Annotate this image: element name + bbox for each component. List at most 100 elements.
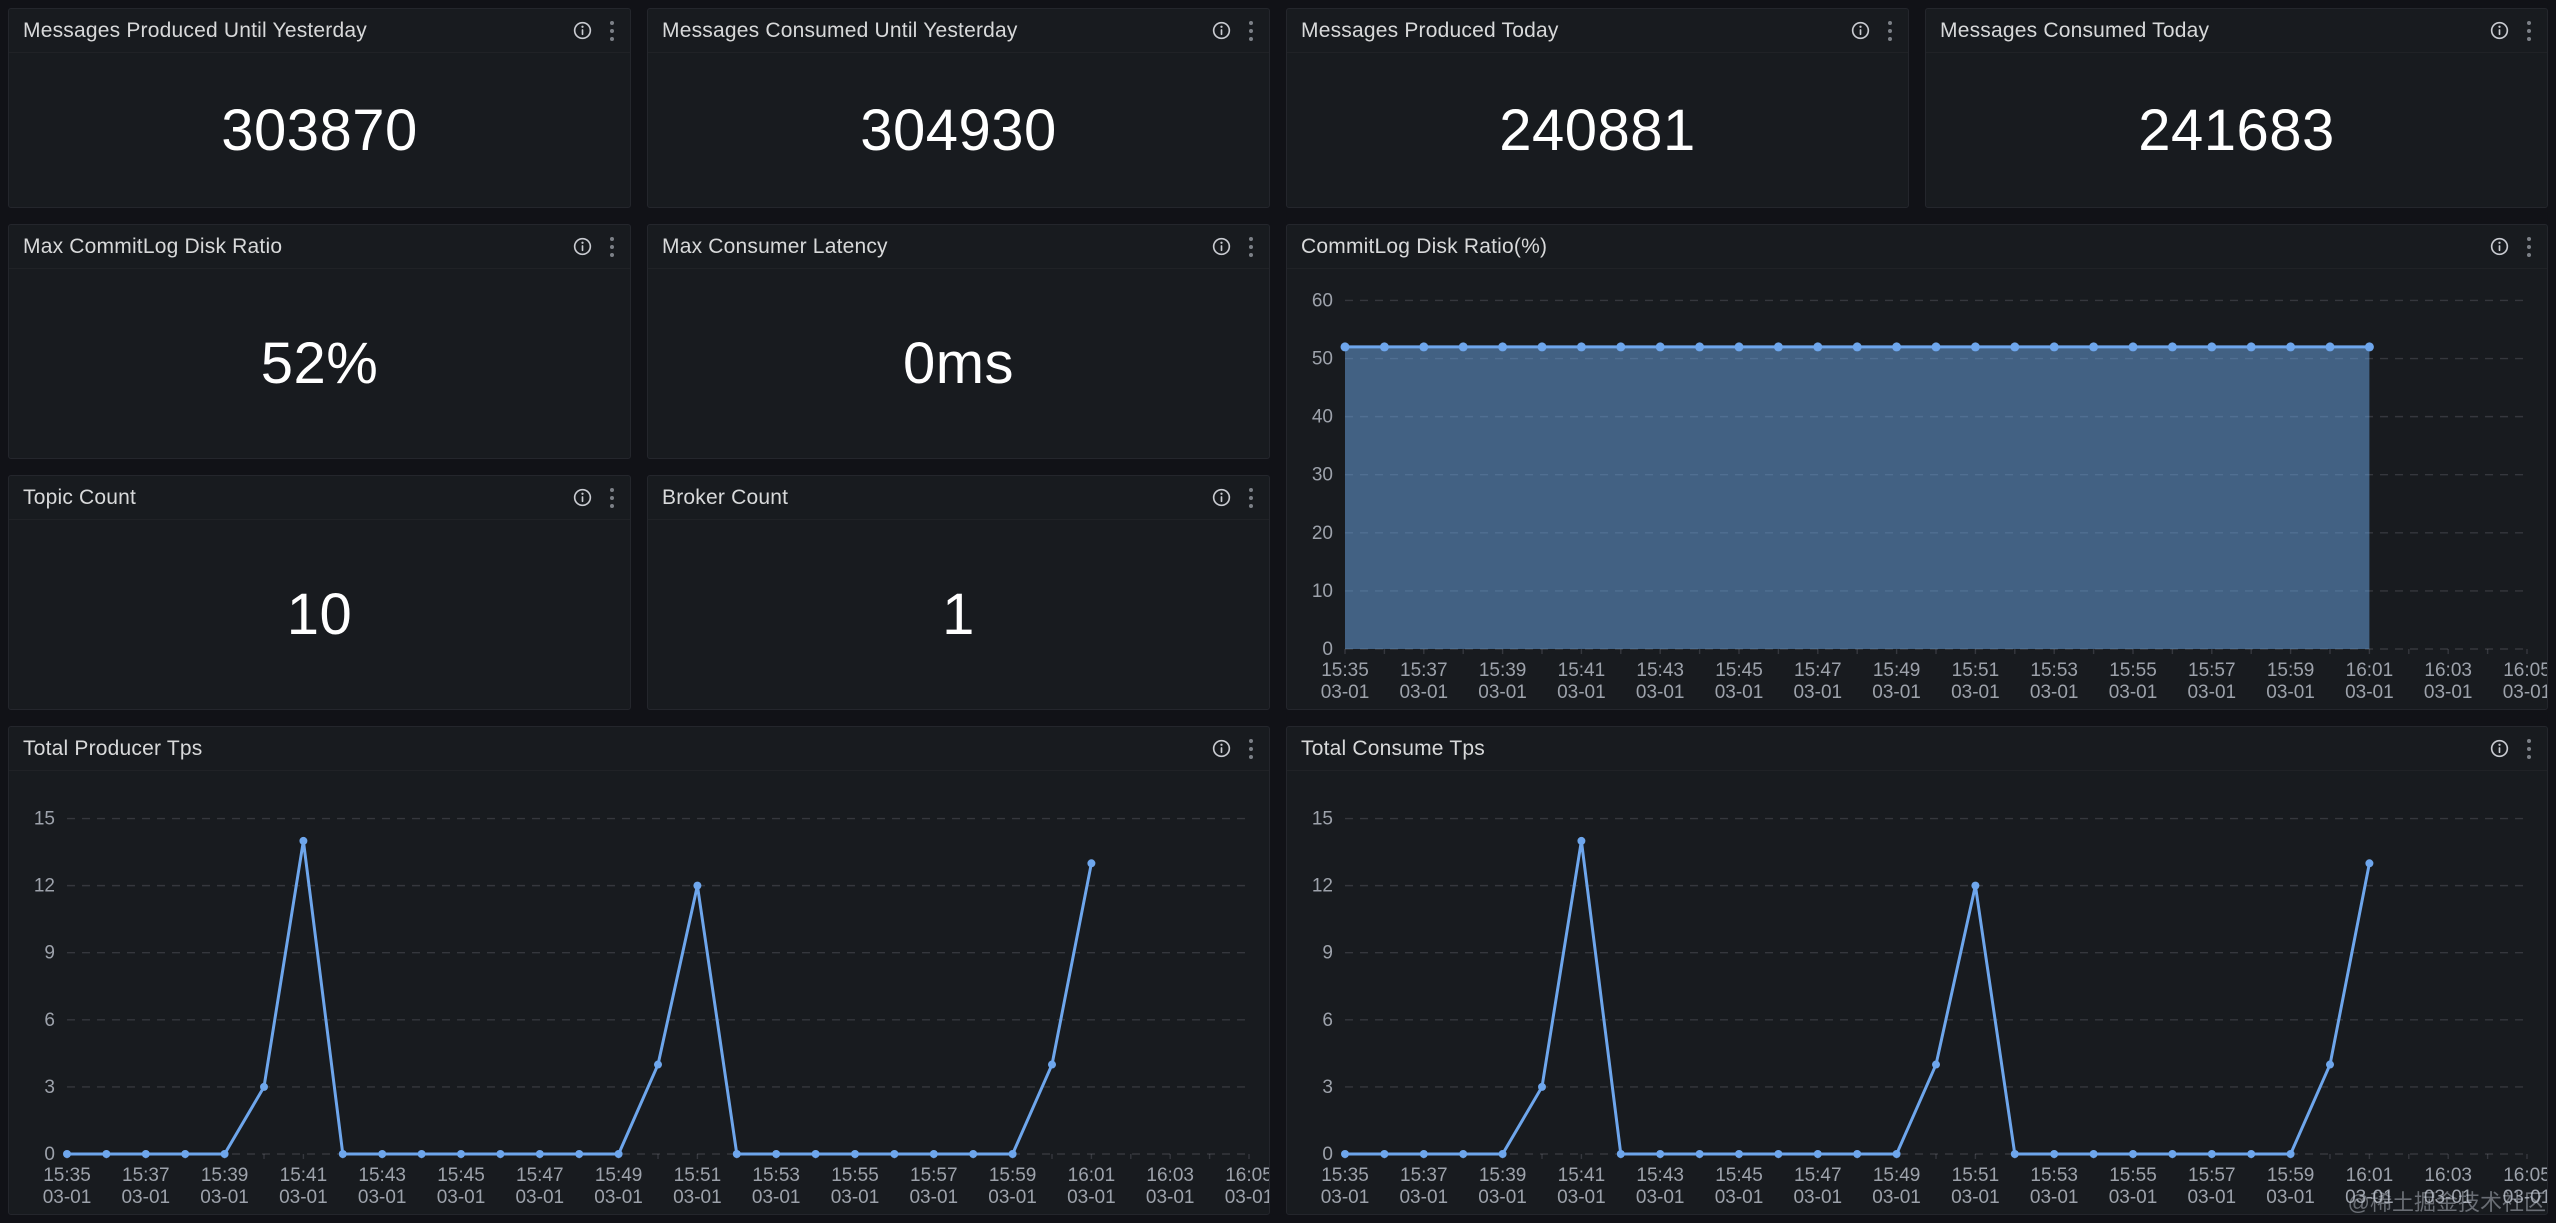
panel-title[interactable]: Total Consume Tps xyxy=(1301,736,1485,760)
svg-text:16:05: 16:05 xyxy=(1225,1165,1269,1186)
svg-text:03-01: 03-01 xyxy=(752,1187,801,1208)
panel-header: Messages Produced Until Yesterday xyxy=(9,9,630,53)
svg-text:15:41: 15:41 xyxy=(1558,1165,1606,1186)
panel-header: Max Consumer Latency xyxy=(648,225,1269,269)
info-icon[interactable] xyxy=(573,488,592,507)
info-icon[interactable] xyxy=(1212,21,1231,40)
panel-title[interactable]: Topic Count xyxy=(23,485,137,509)
svg-text:03-01: 03-01 xyxy=(988,1187,1037,1208)
panel-menu-icon[interactable] xyxy=(2525,737,2533,761)
panel-messages-produced-today: Messages Produced Today 240881 xyxy=(1286,8,1909,208)
stat-body: 52% xyxy=(9,269,630,458)
stat-value: 0ms xyxy=(902,331,1015,396)
panel-menu-icon[interactable] xyxy=(608,235,616,259)
stat-value: 10 xyxy=(286,582,353,647)
stat-value: 304930 xyxy=(860,97,1057,163)
panel-header-icons xyxy=(1212,235,1255,259)
panel-menu-icon[interactable] xyxy=(608,19,616,43)
panel-header-icons xyxy=(573,235,616,259)
stat-value: 52% xyxy=(260,331,379,396)
svg-text:03-01: 03-01 xyxy=(1557,1187,1606,1208)
panel-header: CommitLog Disk Ratio(%) xyxy=(1287,225,2547,269)
info-icon[interactable] xyxy=(1212,488,1231,507)
panel-header-icons xyxy=(1212,486,1255,510)
svg-text:03-01: 03-01 xyxy=(2503,682,2547,703)
info-icon[interactable] xyxy=(1212,237,1231,256)
stat-body: 303870 xyxy=(9,53,630,207)
svg-text:03-01: 03-01 xyxy=(1715,1187,1764,1208)
svg-text:03-01: 03-01 xyxy=(1399,682,1448,703)
svg-text:15:53: 15:53 xyxy=(752,1165,800,1186)
svg-text:03-01: 03-01 xyxy=(1951,1187,2000,1208)
panel-title[interactable]: Messages Consumed Today xyxy=(1940,18,2210,42)
svg-text:16:01: 16:01 xyxy=(2346,1165,2394,1186)
svg-text:03-01: 03-01 xyxy=(2187,682,2236,703)
panel-title[interactable]: Broker Count xyxy=(662,485,789,509)
total-consume-tps-chart-canvas[interactable]: 0369121515:3503-0115:3703-0115:3903-0115… xyxy=(1287,771,2547,1214)
svg-text:0: 0 xyxy=(1322,639,1333,660)
svg-text:15:47: 15:47 xyxy=(1794,660,1842,681)
info-icon[interactable] xyxy=(2490,21,2509,40)
svg-text:15: 15 xyxy=(34,809,55,830)
svg-text:16:01: 16:01 xyxy=(1068,1165,1116,1186)
svg-text:15:51: 15:51 xyxy=(1952,660,2000,681)
svg-text:15:39: 15:39 xyxy=(201,1165,249,1186)
info-icon[interactable] xyxy=(573,21,592,40)
stat-body: 10 xyxy=(9,520,630,709)
panel-title[interactable]: Max CommitLog Disk Ratio xyxy=(23,234,283,258)
svg-text:15:49: 15:49 xyxy=(1873,1165,1921,1186)
panel-menu-icon[interactable] xyxy=(2525,19,2533,43)
panel-header-icons xyxy=(2490,737,2533,761)
panel-title[interactable]: Messages Produced Today xyxy=(1301,18,1559,42)
svg-text:15:45: 15:45 xyxy=(1715,660,1763,681)
svg-text:03-01: 03-01 xyxy=(43,1187,92,1208)
panel-header: Topic Count xyxy=(9,476,630,520)
chart-body: 0 10 20 30 40 50 60 15:35 03-01 15:37 03-01 15:39 03… xyxy=(1287,269,2547,709)
info-icon[interactable] xyxy=(1851,21,1870,40)
svg-text:16:05: 16:05 xyxy=(2503,660,2547,681)
panel-header: Max CommitLog Disk Ratio xyxy=(9,225,630,269)
svg-text:6: 6 xyxy=(1322,1010,1333,1031)
info-icon[interactable] xyxy=(2490,739,2509,758)
svg-text:03-01: 03-01 xyxy=(2109,682,2158,703)
svg-text:03-01: 03-01 xyxy=(515,1187,564,1208)
panel-menu-icon[interactable] xyxy=(1247,19,1255,43)
svg-text:15:49: 15:49 xyxy=(595,1165,643,1186)
panel-title[interactable]: Messages Consumed Until Yesterday xyxy=(662,18,1018,42)
panel-header: Messages Produced Today xyxy=(1287,9,1908,53)
svg-text:9: 9 xyxy=(44,943,55,964)
info-icon[interactable] xyxy=(2490,237,2509,256)
panel-menu-icon[interactable] xyxy=(2525,235,2533,259)
panel-header: Total Consume Tps xyxy=(1287,727,2547,771)
info-icon[interactable] xyxy=(1212,739,1231,758)
svg-text:03-01: 03-01 xyxy=(2424,1187,2473,1208)
panel-total-consume-tps: Total Consume Tps 0 3 6 9 12 15 15:35 03-01 15:3… xyxy=(1286,726,2548,1215)
panel-menu-icon[interactable] xyxy=(1886,19,1894,43)
svg-text:15:39: 15:39 xyxy=(1479,660,1527,681)
svg-text:03-01: 03-01 xyxy=(1793,1187,1842,1208)
svg-text:03-01: 03-01 xyxy=(909,1187,958,1208)
panel-header: Broker Count xyxy=(648,476,1269,520)
svg-text:15:45: 15:45 xyxy=(437,1165,485,1186)
svg-text:03-01: 03-01 xyxy=(1793,682,1842,703)
svg-text:15:47: 15:47 xyxy=(516,1165,564,1186)
panel-title[interactable]: Messages Produced Until Yesterday xyxy=(23,18,367,42)
svg-text:03-01: 03-01 xyxy=(831,1187,880,1208)
panel-menu-icon[interactable] xyxy=(1247,486,1255,510)
svg-text:15:37: 15:37 xyxy=(122,1165,170,1186)
svg-text:15:51: 15:51 xyxy=(674,1165,722,1186)
info-icon[interactable] xyxy=(573,237,592,256)
commitlog-disk-ratio-chart-canvas[interactable]: 010203040506015:3503-0115:3703-0115:3903… xyxy=(1287,269,2547,709)
panel-menu-icon[interactable] xyxy=(608,486,616,510)
svg-text:03-01: 03-01 xyxy=(437,1187,486,1208)
panel-title[interactable]: CommitLog Disk Ratio(%) xyxy=(1301,234,1548,258)
svg-text:03-01: 03-01 xyxy=(2424,682,2473,703)
panel-menu-icon[interactable] xyxy=(1247,737,1255,761)
panel-title[interactable]: Total Producer Tps xyxy=(23,736,203,760)
panel-title[interactable]: Max Consumer Latency xyxy=(662,234,888,258)
total-producer-tps-chart-canvas[interactable]: 0369121515:3503-0115:3703-0115:3903-0115… xyxy=(9,771,1269,1214)
panel-menu-icon[interactable] xyxy=(1247,235,1255,259)
stat-value: 1 xyxy=(942,582,975,647)
panel-messages-produced-until-yesterday: Messages Produced Until Yesterday 303870 xyxy=(8,8,631,208)
